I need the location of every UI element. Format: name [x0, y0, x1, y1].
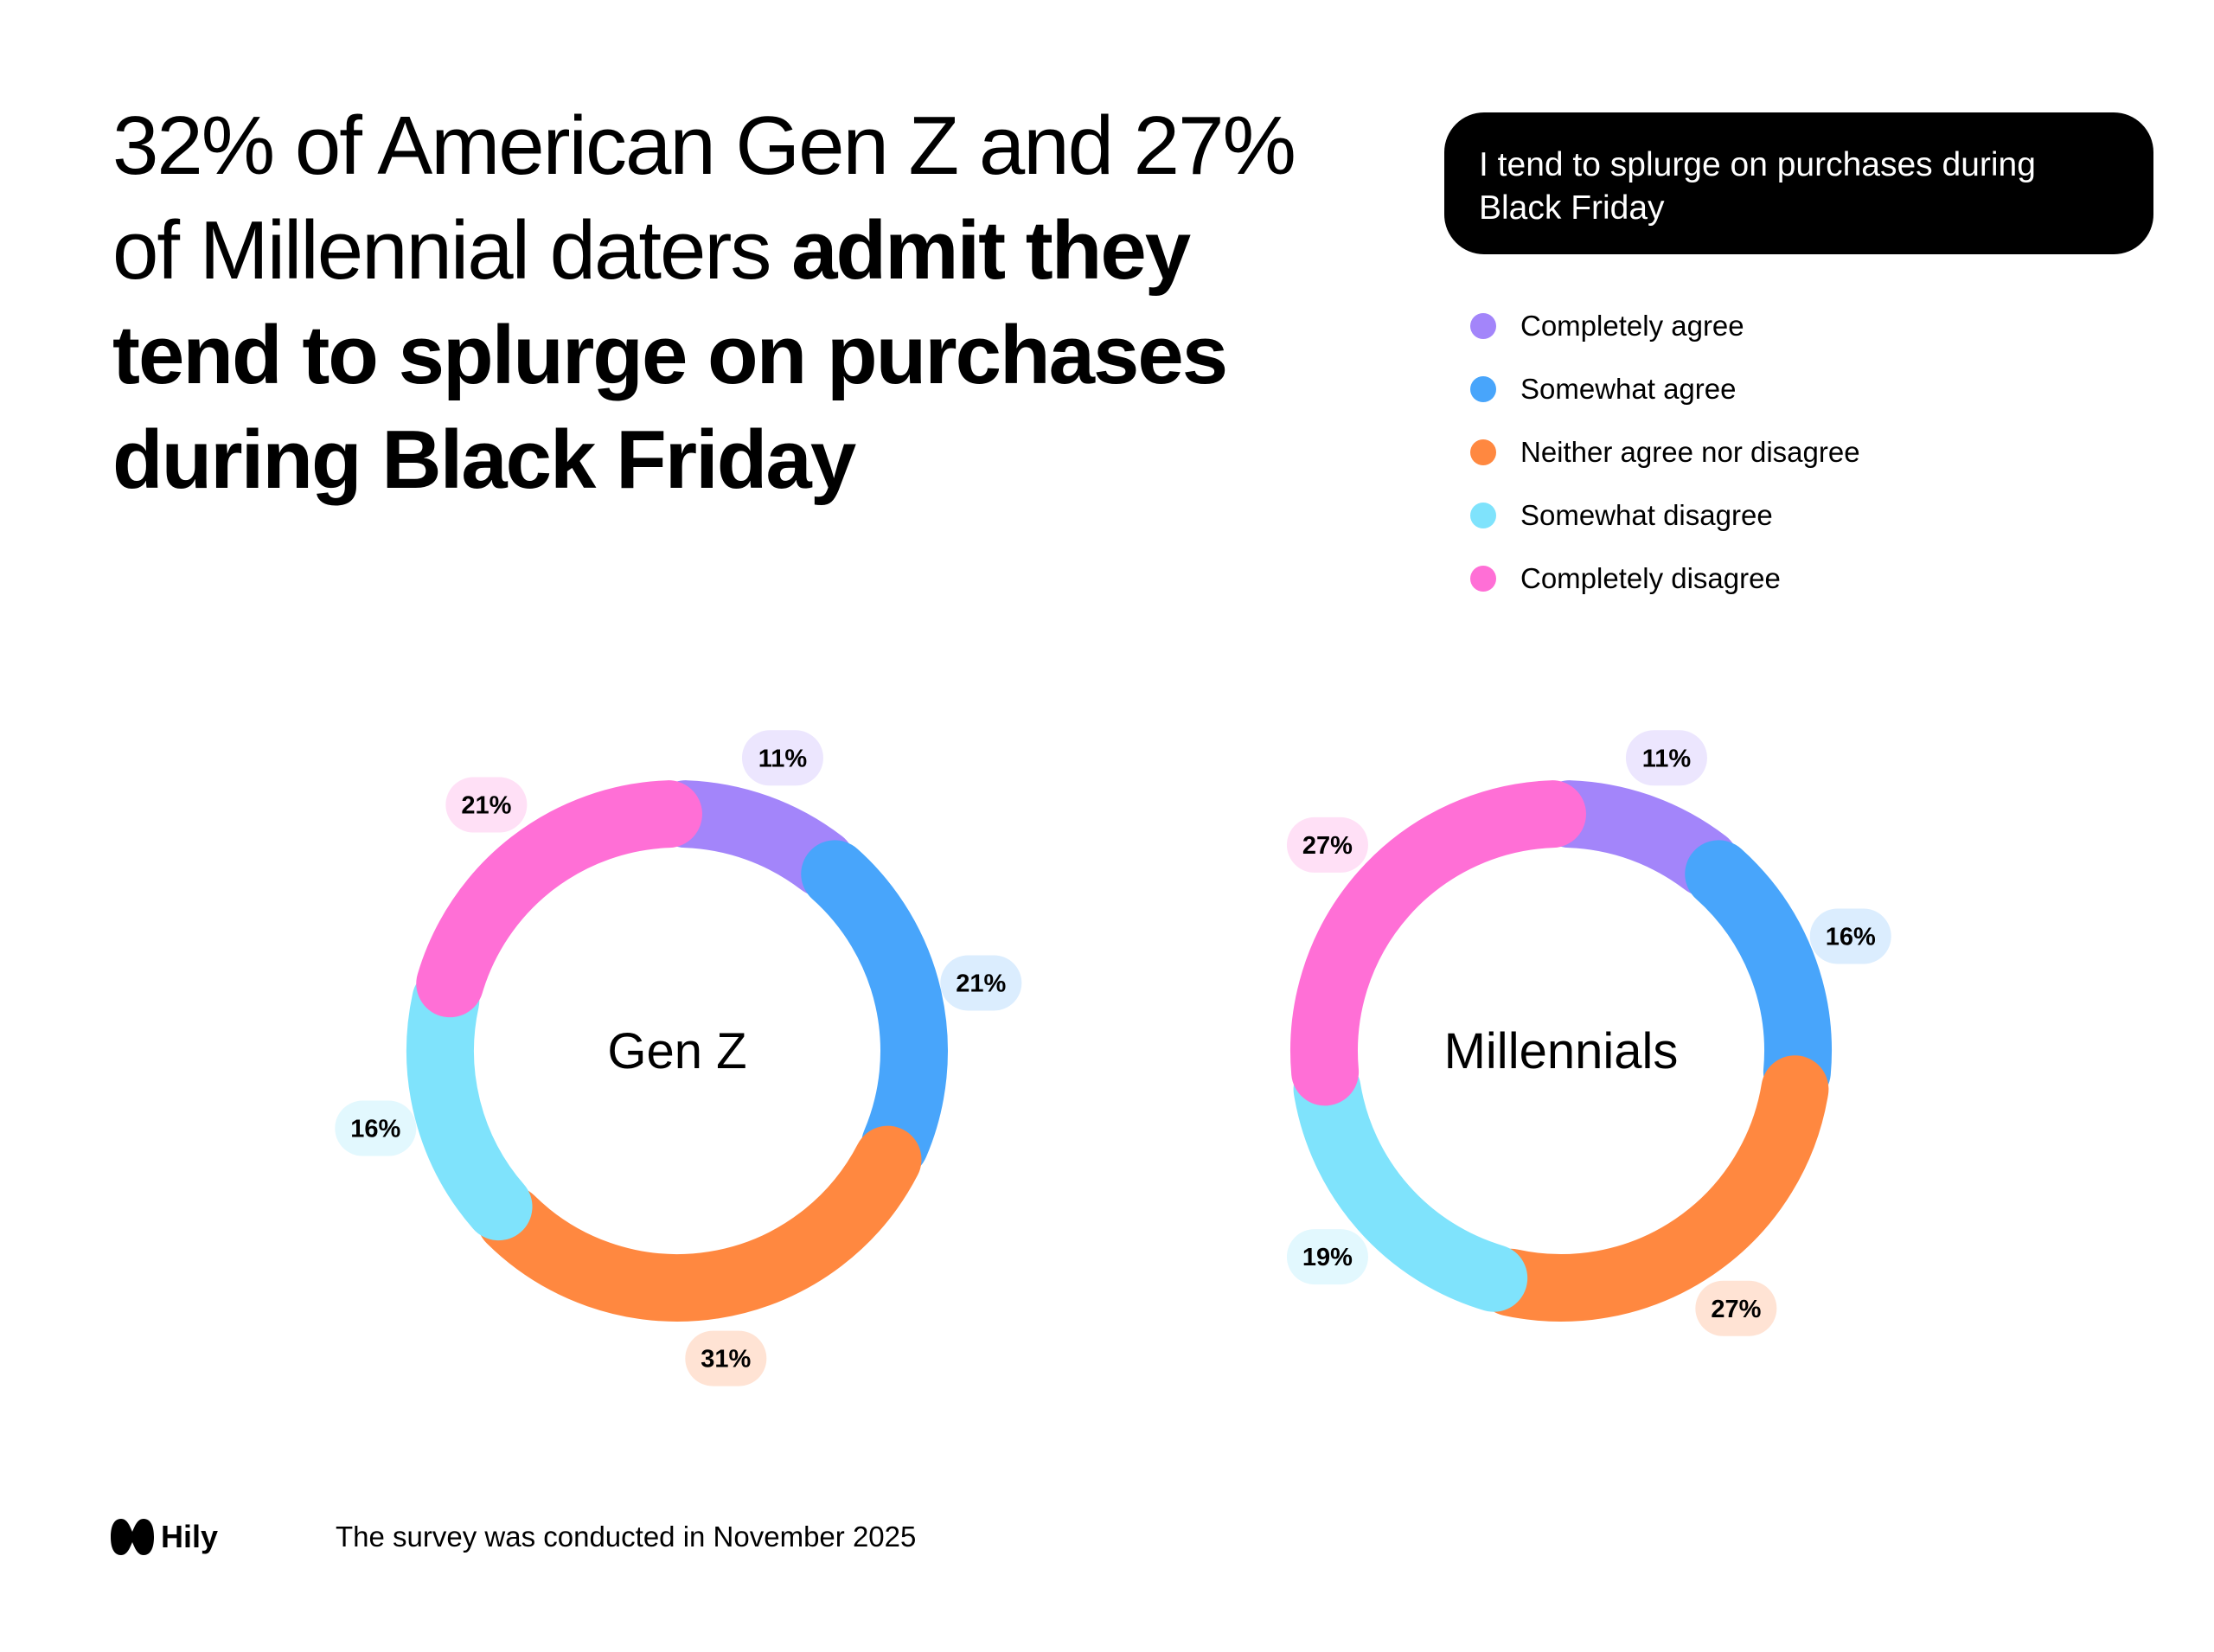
data-label: 21% — [461, 792, 511, 820]
legend-label: Somewhat agree — [1520, 372, 1737, 405]
data-label: 31% — [701, 1346, 751, 1373]
data-label-pill — [741, 730, 823, 786]
donut-segment — [1536, 780, 1739, 897]
legend-dot — [1470, 375, 1496, 402]
data-label: 11% — [1642, 745, 1692, 772]
legend-dot — [1470, 565, 1496, 592]
donut-segment — [801, 840, 948, 1178]
donut-chart: 11% 16% 27% 19% 27% Millennials — [1286, 730, 1891, 1336]
data-label: 16% — [1826, 923, 1876, 951]
legend-item: Completely disagree — [1470, 547, 1860, 610]
donut-segment — [1685, 840, 1832, 1106]
data-label: 27% — [1302, 832, 1353, 860]
data-label-pill — [1809, 908, 1891, 964]
legend-dot — [1470, 312, 1496, 339]
data-label-pill — [445, 777, 528, 833]
donut-segment — [652, 780, 855, 897]
footnote: The survey was conducted in November 202… — [336, 1521, 917, 1553]
data-label-pill — [335, 1100, 417, 1156]
donut-segment — [477, 1125, 922, 1322]
legend-item: Neither agree nor disagree — [1470, 420, 1860, 483]
data-label: 27% — [1711, 1296, 1761, 1323]
hily-logo-icon — [111, 1519, 154, 1555]
donut-center-label: Gen Z — [607, 1023, 746, 1079]
brand-name: Hily — [161, 1519, 219, 1554]
legend-label: Neither agree nor disagree — [1520, 435, 1860, 468]
legend-item: Somewhat disagree — [1470, 483, 1860, 547]
data-label: 16% — [350, 1116, 400, 1143]
legend-label: Completely agree — [1520, 309, 1744, 342]
headline-regular: 32% of American Gen Z and 27% of Millenn… — [112, 99, 1296, 297]
data-label-pill — [940, 955, 1022, 1011]
legend-dot — [1470, 502, 1496, 528]
data-label-pill — [1286, 816, 1368, 873]
data-label-pill — [1695, 1280, 1777, 1336]
brand-logo: Hily — [111, 1515, 218, 1559]
donut-segment — [1476, 1055, 1829, 1322]
donut-segment — [406, 966, 533, 1241]
data-label: 11% — [758, 745, 808, 772]
legend: Completely agree Somewhat agree Neither … — [1470, 294, 1860, 610]
donut-chart: 11% 21% 31% 16% 21% Gen Z — [335, 730, 1022, 1386]
data-label-pill — [1286, 1229, 1368, 1285]
headline-bold: admit they tend to splurge on purchases … — [112, 204, 1228, 506]
legend-item: Completely agree — [1470, 294, 1860, 357]
question-box: I tend to splurge on purchases during Bl… — [1444, 112, 2153, 254]
donut-segment — [1290, 780, 1586, 1106]
legend-label: Completely disagree — [1520, 561, 1781, 594]
legend-label: Somewhat disagree — [1520, 498, 1773, 531]
data-label: 21% — [956, 970, 1006, 997]
donut-segment — [416, 780, 702, 1018]
donut-center-label: Millennials — [1444, 1023, 1679, 1079]
donut-segment — [1293, 1055, 1528, 1312]
legend-item: Somewhat agree — [1470, 357, 1860, 420]
data-label-pill — [685, 1330, 767, 1386]
legend-dot — [1470, 439, 1496, 465]
data-label-pill — [1625, 730, 1707, 786]
headline: 32% of American Gen Z and 27% of Millenn… — [112, 93, 1358, 512]
data-label: 19% — [1302, 1244, 1353, 1271]
